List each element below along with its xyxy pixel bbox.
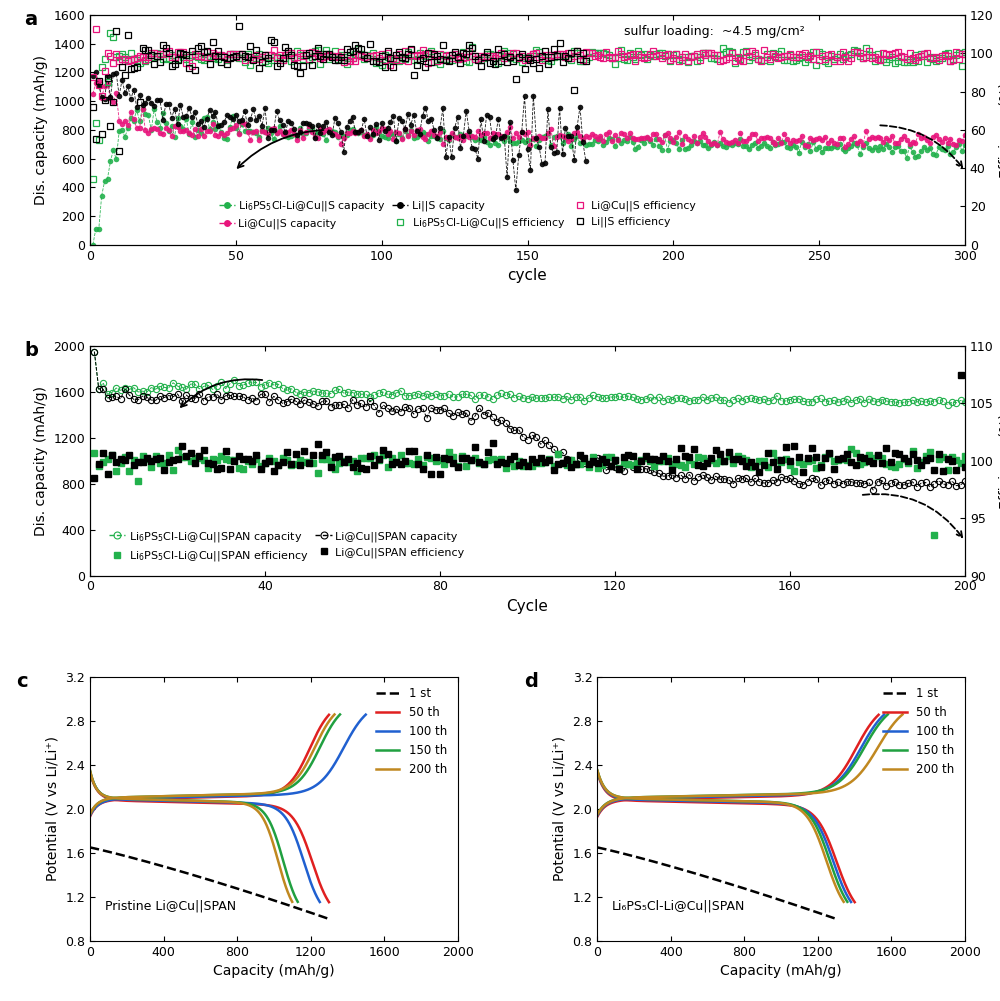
Text: a: a	[24, 10, 38, 29]
X-axis label: cycle: cycle	[508, 268, 547, 283]
Text: b: b	[24, 341, 38, 360]
Legend: 1 st, 50 th, 100 th, 150 th, 200 th: 1 st, 50 th, 100 th, 150 th, 200 th	[878, 683, 959, 781]
Y-axis label: Dis. capacity (mAh/g): Dis. capacity (mAh/g)	[34, 385, 48, 536]
Y-axis label: Potential (V vs Li/Li⁺): Potential (V vs Li/Li⁺)	[553, 737, 567, 882]
X-axis label: Cycle: Cycle	[507, 599, 548, 614]
Text: Li₆PS₅Cl-Li@Cu||SPAN: Li₆PS₅Cl-Li@Cu||SPAN	[612, 899, 745, 912]
Text: c: c	[16, 672, 28, 691]
Text: sulfur loading:  ~4.5 mg/cm²: sulfur loading: ~4.5 mg/cm²	[624, 25, 804, 37]
X-axis label: Capacity (mAh/g): Capacity (mAh/g)	[720, 964, 842, 978]
Text: Pristine Li@Cu||SPAN: Pristine Li@Cu||SPAN	[105, 899, 236, 912]
Legend: 1 st, 50 th, 100 th, 150 th, 200 th: 1 st, 50 th, 100 th, 150 th, 200 th	[371, 683, 452, 781]
X-axis label: Capacity (mAh/g): Capacity (mAh/g)	[213, 964, 335, 978]
Text: d: d	[524, 672, 538, 691]
Legend: Li$_6$PS$_5$Cl-Li@Cu||S capacity, Li@Cu||S capacity, Li||S capacity, Li$_6$PS$_5: Li$_6$PS$_5$Cl-Li@Cu||S capacity, Li@Cu|…	[215, 194, 700, 234]
Legend: Li$_6$PS$_5$Cl-Li@Cu||SPAN capacity, Li$_6$PS$_5$Cl-Li@Cu||SPAN efficiency, Li@C: Li$_6$PS$_5$Cl-Li@Cu||SPAN capacity, Li$…	[104, 526, 469, 568]
Y-axis label: Dis. capacity (mAh/g): Dis. capacity (mAh/g)	[34, 55, 48, 205]
Y-axis label: Potential (V vs Li/Li⁺): Potential (V vs Li/Li⁺)	[46, 737, 60, 882]
